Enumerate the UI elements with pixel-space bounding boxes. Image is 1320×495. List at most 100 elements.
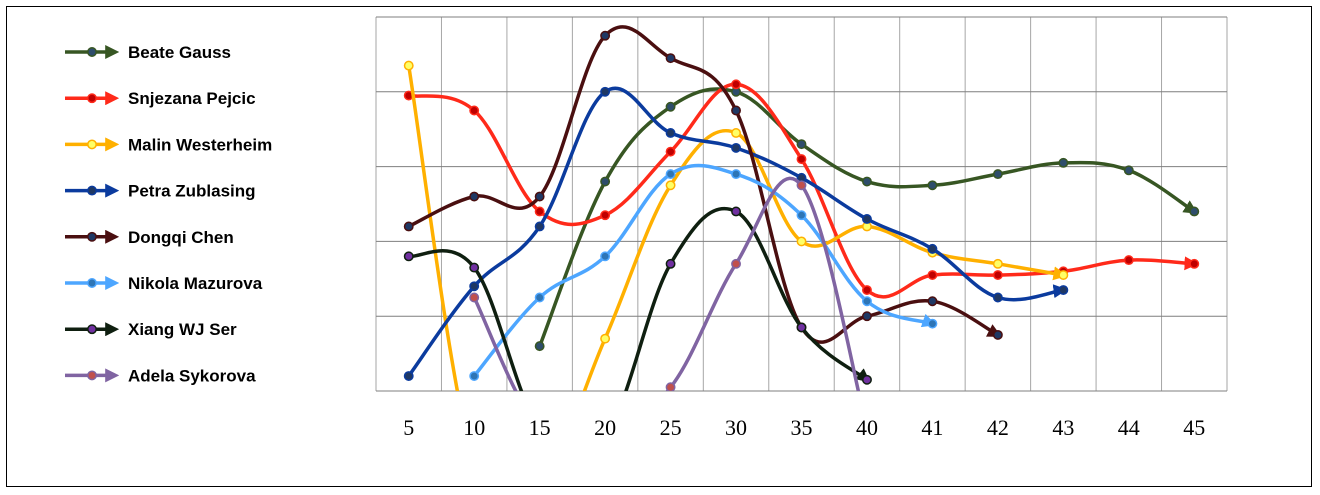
- data-point: [992, 270, 1003, 281]
- x-tick-label: 41: [921, 415, 943, 440]
- data-point: [600, 251, 611, 262]
- x-tick-label: 43: [1052, 415, 1074, 440]
- series-group: [534, 86, 1200, 352]
- series-line: [406, 25, 1002, 344]
- data-point: [731, 79, 741, 90]
- data-point: [731, 206, 741, 217]
- data-point: [862, 214, 872, 224]
- chart-frame: 5 10 15 20 25 30 35 40 41 42 43 44 45 Beate Gauss Snj…: [6, 6, 1312, 487]
- data-point: [665, 127, 676, 138]
- data-point: [1058, 270, 1069, 281]
- legend: Beate Gauss Snjezana Pejcic Malin Westerhe…: [65, 43, 272, 385]
- series-group: [469, 176, 861, 391]
- data-point: [600, 30, 611, 41]
- data-point: [927, 318, 938, 329]
- data-point: [1189, 258, 1200, 269]
- legend-entry: Nikola Mazurova: [65, 274, 263, 293]
- series-group: [469, 163, 938, 381]
- legend-entry: Petra Zublasing: [65, 182, 256, 201]
- x-tick-label: 44: [1118, 415, 1140, 440]
- data-point: [992, 292, 1003, 303]
- data-point: [469, 371, 480, 381]
- data-point: [665, 169, 676, 180]
- legend-label: Snjezana Pejcic: [128, 89, 256, 108]
- data-point: [665, 180, 676, 191]
- data-point: [862, 296, 872, 307]
- data-point: [1189, 206, 1200, 217]
- legend-entry: Snjezana Pejcic: [65, 89, 256, 108]
- data-point: [731, 169, 741, 180]
- data-point: [731, 142, 741, 153]
- x-tick-label: 30: [725, 415, 747, 440]
- data-point: [534, 206, 545, 217]
- data-point: [534, 341, 545, 352]
- data-point: [534, 191, 545, 202]
- legend-entry: Dongqi Chen: [65, 228, 234, 247]
- series-lines: [403, 25, 1200, 391]
- data-point: [600, 210, 611, 221]
- data-point: [992, 258, 1003, 269]
- legend-entry: Beate Gauss: [65, 43, 231, 62]
- data-point: [403, 371, 414, 381]
- data-point: [1058, 157, 1069, 168]
- data-point: [796, 322, 807, 333]
- data-point: [665, 101, 676, 112]
- data-point: [469, 292, 480, 303]
- data-point: [665, 382, 676, 391]
- data-point: [600, 333, 611, 344]
- x-tick-label: 45: [1183, 415, 1205, 440]
- legend-label: Adela Sykorova: [128, 366, 256, 385]
- legend-label: Petra Zublasing: [128, 182, 256, 201]
- x-tick-label: 10: [463, 415, 485, 440]
- data-point: [796, 210, 807, 221]
- data-point: [403, 251, 414, 262]
- legend-swatch-marker: [87, 324, 97, 335]
- data-point: [862, 311, 872, 322]
- line-chart: 5 10 15 20 25 30 35 40 41 42 43 44 45 Beate Gauss Snj…: [65, 16, 1228, 440]
- legend-swatch-marker: [87, 370, 97, 381]
- x-tick-label: 35: [791, 415, 813, 440]
- data-point: [403, 60, 414, 71]
- x-tick-label: 40: [856, 415, 878, 440]
- series-line: [537, 87, 1198, 348]
- data-point: [731, 258, 741, 269]
- data-point: [600, 86, 611, 97]
- series-line: [406, 206, 871, 391]
- data-point: [1123, 255, 1134, 266]
- data-point: [862, 176, 872, 187]
- x-tick-label: 15: [529, 415, 551, 440]
- legend-entry: Xiang WJ Ser: [65, 320, 237, 339]
- data-point: [992, 169, 1003, 180]
- legend-swatch-marker: [87, 231, 97, 242]
- data-point: [796, 180, 807, 191]
- data-point: [796, 139, 807, 150]
- legend-label: Malin Westerheim: [128, 135, 272, 154]
- data-point: [796, 154, 807, 165]
- legend-label: Xiang WJ Ser: [128, 320, 237, 339]
- data-point: [469, 105, 480, 116]
- x-tick-label: 42: [987, 415, 1009, 440]
- data-point: [600, 176, 611, 187]
- x-tick-label: 25: [660, 415, 682, 440]
- x-tick-label: 20: [594, 415, 616, 440]
- legend-label: Dongqi Chen: [128, 228, 234, 247]
- legend-swatch-marker: [87, 278, 97, 288]
- data-point: [1123, 165, 1134, 176]
- data-point: [927, 270, 938, 281]
- data-point: [862, 374, 872, 385]
- legend-label: Nikola Mazurova: [128, 274, 263, 293]
- x-tick-label: 5: [403, 415, 414, 440]
- data-point: [927, 180, 938, 191]
- legend-swatch-marker: [87, 93, 97, 104]
- data-point: [862, 285, 872, 295]
- data-point: [731, 127, 741, 138]
- x-axis-ticks: 5 10 15 20 25 30 35 40 41 42 43 44 45: [403, 415, 1205, 440]
- data-point: [469, 262, 480, 273]
- data-point: [731, 105, 741, 116]
- series-group: [403, 86, 1069, 381]
- series-line: [406, 82, 1199, 299]
- series-group: [403, 206, 872, 391]
- data-point: [927, 296, 938, 307]
- legend-swatch-marker: [87, 47, 97, 57]
- data-point: [469, 191, 480, 202]
